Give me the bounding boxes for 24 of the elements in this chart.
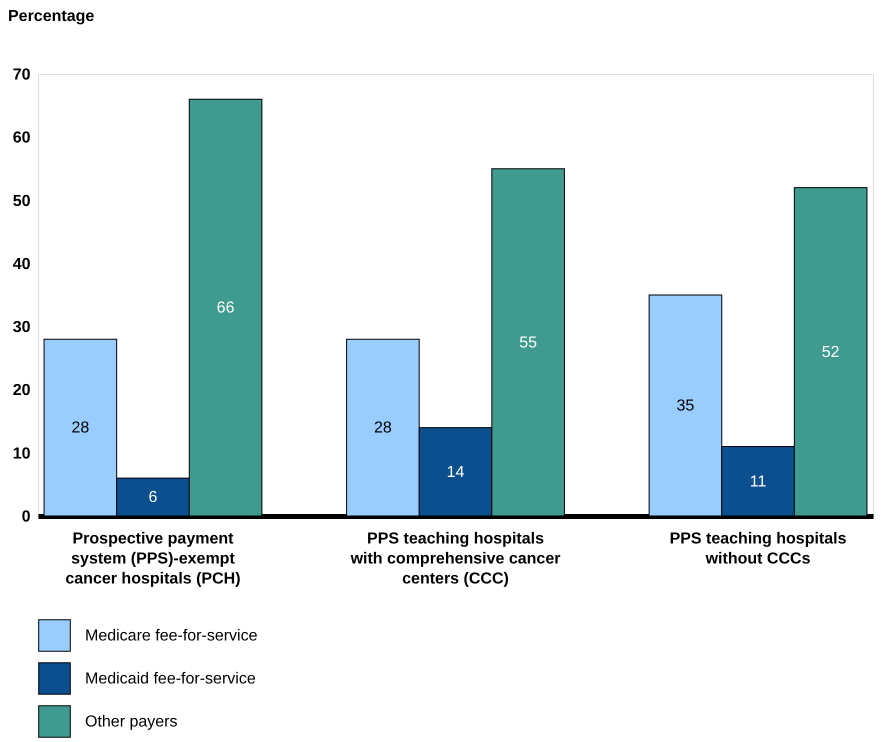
- data-label: 52: [822, 344, 840, 361]
- legend-label: Medicare fee-for-service: [85, 628, 258, 644]
- y-axis-title: Percentage: [8, 8, 94, 25]
- data-label: 6: [148, 489, 158, 506]
- y-tick-label: 40: [12, 256, 31, 273]
- x-tick-label: PPS teaching hospitals with comprehensive cancer centers (CCC): [350, 530, 560, 588]
- data-label: 66: [216, 300, 235, 317]
- y-tick-label: 10: [12, 445, 31, 462]
- y-tick-label: 20: [12, 382, 31, 400]
- data-label: 14: [446, 464, 464, 481]
- x-tick-label: PPS teaching hospitals without CCCs: [670, 530, 847, 568]
- data-label: 28: [374, 420, 392, 437]
- data-label: 11: [750, 473, 766, 490]
- y-tick-label: 50: [12, 192, 31, 210]
- y-tick-label: 60: [12, 130, 31, 147]
- data-label: 28: [71, 420, 90, 437]
- y-tick-label: 0: [22, 508, 31, 526]
- legend-label: Medicaid fee-for-service: [85, 670, 256, 688]
- x-tick-label: Prospective payment system (PPS)-exempt cancer hospitals (PCH): [65, 530, 241, 588]
- data-label: 55: [519, 334, 538, 352]
- y-tick-label: 70: [12, 66, 31, 84]
- y-tick-label: 30: [12, 319, 31, 336]
- legend-label: Other payers: [85, 714, 178, 730]
- data-label: 35: [676, 398, 694, 414]
